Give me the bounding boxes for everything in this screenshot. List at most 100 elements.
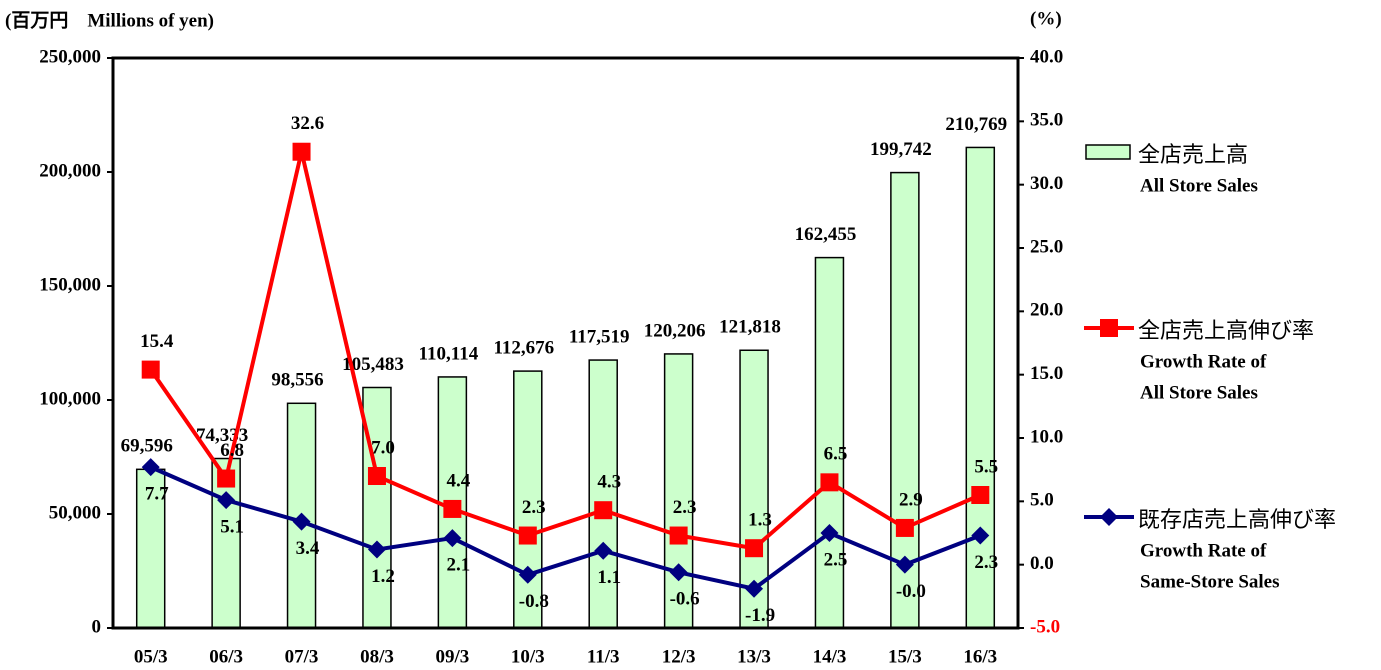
legend-label: 全店売上高	[1138, 143, 1248, 168]
value-label: -0.0	[896, 581, 926, 602]
legend-label-en: Same-Store Sales	[1140, 571, 1280, 592]
bar-value-label: 112,676	[493, 337, 554, 358]
value-label: 32.6	[291, 113, 324, 134]
x-tick-label: 05/3	[134, 646, 168, 667]
x-tick-label: 15/3	[888, 646, 922, 667]
marker	[141, 360, 160, 379]
value-label: 7.0	[371, 437, 395, 458]
y-tick-label: 200,000	[39, 160, 101, 181]
y-tick-label: 150,000	[39, 274, 101, 295]
y-tick-label: 250,000	[39, 46, 101, 67]
marker	[367, 540, 386, 559]
value-label: -0.8	[519, 591, 549, 612]
bar	[890, 171, 920, 629]
legend-label-en: Growth Rate of	[1140, 351, 1267, 372]
x-tick-label: 16/3	[963, 646, 997, 667]
marker	[820, 473, 839, 492]
bar-value-label: 110,114	[419, 343, 479, 364]
legend-label-en: All Store Sales	[1140, 175, 1258, 196]
value-label: 5.1	[220, 516, 244, 537]
bar-value-label: 69,596	[121, 436, 173, 457]
value-label: 2.3	[522, 497, 546, 518]
x-tick-label: 08/3	[360, 646, 394, 667]
marker	[292, 142, 311, 161]
value-label: 5.5	[974, 456, 998, 477]
y2-tick-label: 10.0	[1030, 426, 1063, 447]
legend-label: 全店売上高伸び率	[1138, 319, 1314, 344]
y2-tick-label: 0.0	[1030, 553, 1054, 574]
x-tick-label: 14/3	[813, 646, 847, 667]
value-label: 15.4	[140, 331, 174, 352]
value-label: 6.5	[824, 444, 848, 465]
y2-axis-title: (%)	[1030, 8, 1062, 29]
y2-tick-label: 40.0	[1030, 46, 1063, 67]
marker	[217, 469, 236, 488]
bar-value-label: 117,519	[569, 326, 630, 347]
bar	[814, 256, 845, 629]
value-label: 2.1	[447, 554, 471, 575]
value-label: -0.6	[670, 589, 700, 610]
marker	[895, 555, 914, 574]
y2-tick-label: 20.0	[1030, 300, 1063, 321]
bar	[965, 146, 996, 629]
marker	[669, 563, 688, 582]
bar-value-label: 98,556	[271, 370, 323, 391]
value-label: 1.2	[371, 566, 395, 587]
plot-frame	[111, 56, 1020, 630]
value-label: 1.3	[748, 510, 772, 531]
y-tick-label: 50,000	[49, 502, 101, 523]
bar	[362, 386, 392, 629]
value-label: 2.3	[673, 497, 697, 518]
marker	[669, 526, 688, 545]
x-tick-label: 11/3	[587, 646, 620, 667]
x-tick-label: 10/3	[511, 646, 545, 667]
marker	[895, 518, 914, 537]
legend-label-en: All Store Sales	[1140, 382, 1258, 403]
value-label: 7.7	[145, 483, 169, 504]
marker	[141, 458, 160, 477]
legend-label: 既存店売上高伸び率	[1138, 508, 1336, 533]
value-label: 6.8	[220, 440, 244, 461]
x-tick-label: 07/3	[285, 646, 319, 667]
legend-swatch	[1085, 144, 1131, 160]
marker	[518, 526, 537, 545]
value-label: -1.9	[745, 605, 775, 626]
line	[149, 151, 982, 551]
bar-value-label: 210,769	[945, 114, 1007, 135]
marker	[745, 579, 764, 598]
bar-value-label: 162,455	[795, 224, 857, 245]
marker	[594, 541, 613, 560]
legend-marker	[1100, 319, 1118, 337]
x-tick-label: 13/3	[737, 646, 771, 667]
marker	[594, 501, 613, 520]
y2-tick-label: 35.0	[1030, 110, 1063, 131]
marker	[292, 512, 311, 531]
marker	[443, 499, 462, 518]
y2-tick-label: 30.0	[1030, 173, 1063, 194]
bar-value-label: 199,742	[870, 139, 932, 160]
marker	[367, 467, 386, 485]
value-label: 2.5	[824, 549, 848, 570]
bar-value-label: 105,483	[342, 354, 404, 375]
value-label: 1.1	[597, 567, 621, 588]
marker	[971, 526, 990, 545]
legend-marker	[1100, 508, 1118, 526]
y2-tick-label: -5.0	[1030, 616, 1060, 637]
y-tick-label: 0	[92, 616, 102, 637]
bar-value-label: 121,818	[719, 317, 781, 338]
line	[149, 465, 982, 591]
marker	[443, 529, 462, 548]
marker	[518, 565, 537, 584]
value-label: 2.3	[974, 552, 998, 573]
x-tick-label: 09/3	[435, 646, 469, 667]
marker	[971, 486, 990, 504]
bar	[663, 353, 694, 629]
value-label: 3.4	[296, 538, 320, 559]
value-label: 4.3	[597, 472, 621, 493]
x-tick-label: 12/3	[662, 646, 696, 667]
value-label: 2.9	[899, 489, 923, 510]
marker	[820, 524, 839, 542]
legend-label-en: Growth Rate of	[1140, 540, 1267, 561]
y2-tick-label: 15.0	[1030, 363, 1063, 384]
